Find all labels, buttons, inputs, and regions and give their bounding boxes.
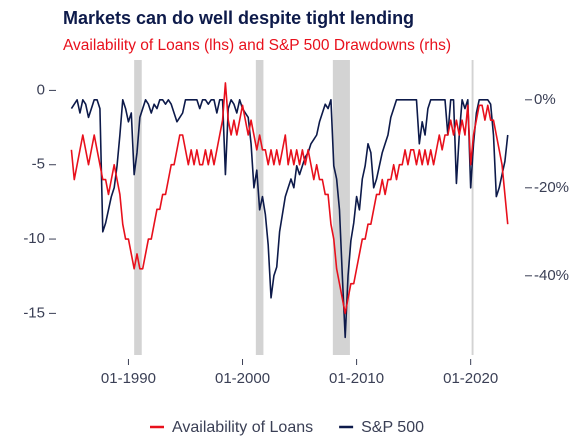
chart-subtitle: Availability of Loans (lhs) and S&P 500 …	[63, 37, 451, 54]
chart-title: Markets can do well despite tight lendin…	[63, 8, 414, 28]
series-line	[70, 82, 509, 315]
y2-tick-label: 0%	[534, 91, 556, 108]
recession-band	[134, 60, 142, 355]
recession-band	[471, 60, 474, 355]
y2-tick-label: -40%	[534, 267, 569, 284]
y-tick-label: -10	[23, 230, 45, 247]
x-tick-label: 01-1990	[101, 370, 156, 387]
legend-label: S&P 500	[361, 419, 424, 436]
legend-label: Availability of Loans	[172, 419, 313, 436]
x-tick-label: 01-2020	[443, 370, 498, 387]
y-tick-label: 0	[37, 81, 45, 98]
recession-band	[332, 60, 350, 355]
x-tick-label: 01-2000	[215, 370, 270, 387]
x-tick-label: 01-2010	[329, 370, 384, 387]
y2-tick-label: -20%	[534, 179, 569, 196]
y-tick-label: -5	[32, 156, 45, 173]
series-line	[70, 99, 509, 339]
y-tick-label: -15	[23, 304, 45, 321]
